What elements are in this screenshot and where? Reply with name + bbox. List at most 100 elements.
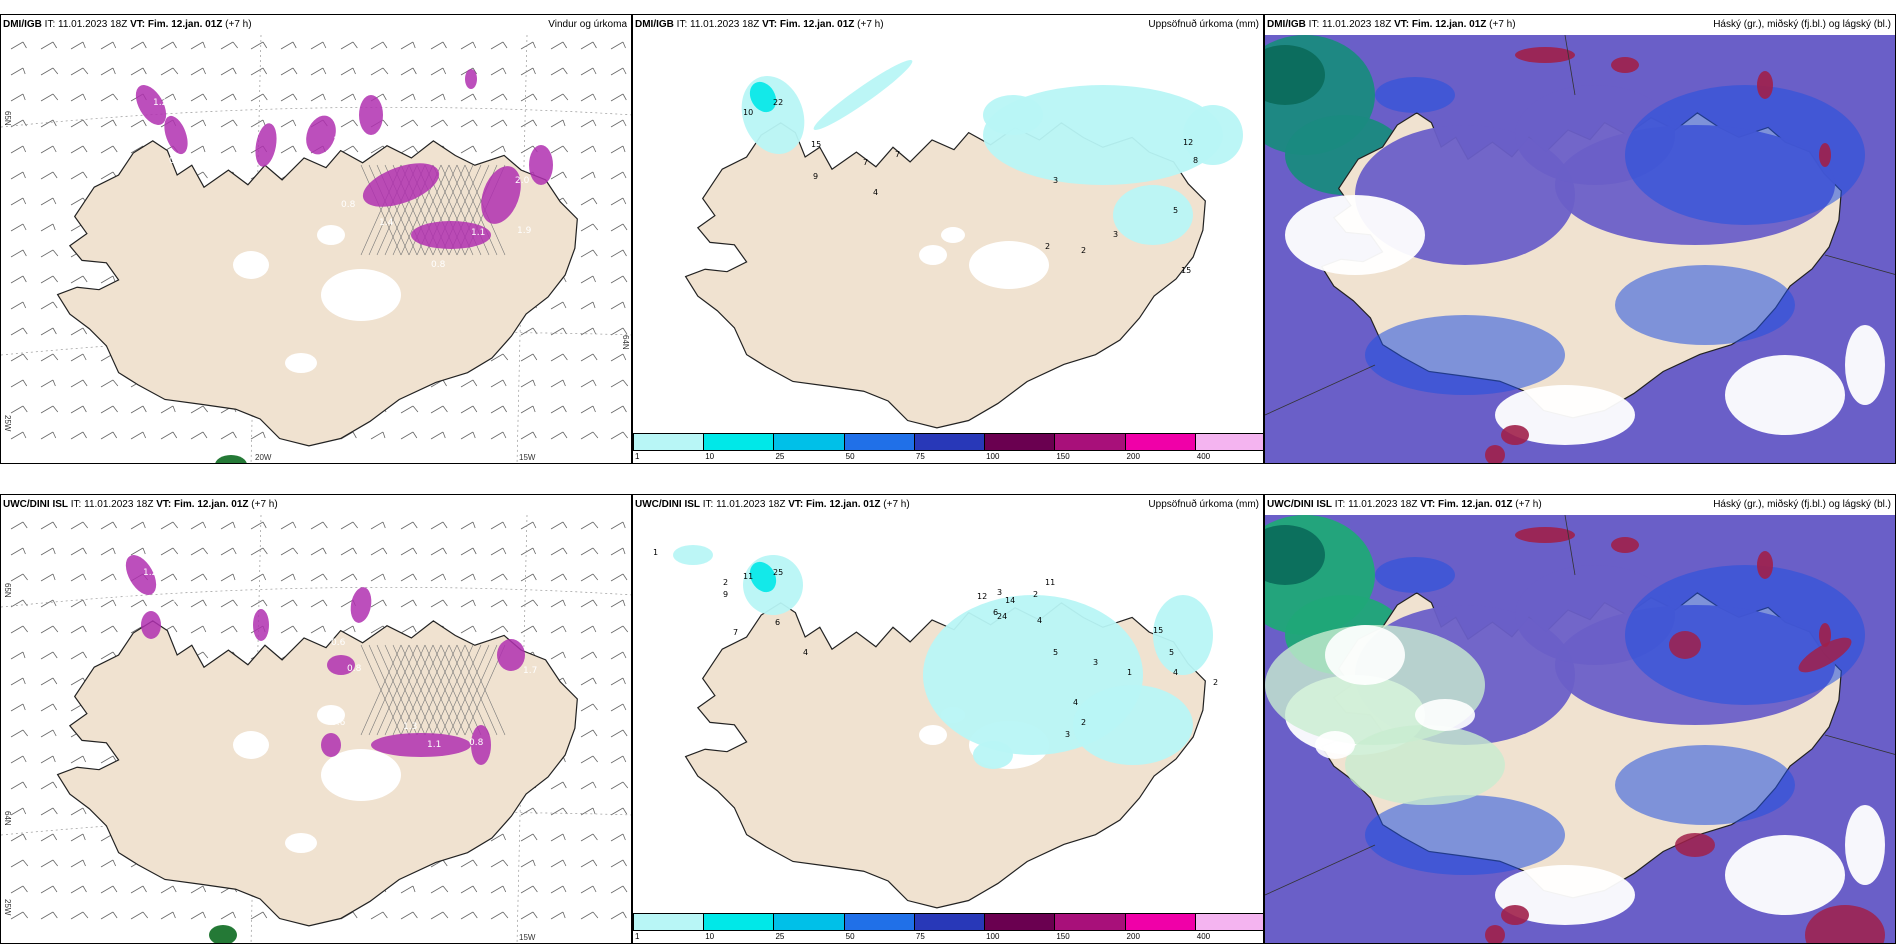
- wind-barb: [100, 379, 114, 388]
- panel-dmi-wind: DMI/IGB IT: 11.01.2023 18Z VT: Fim. 12.j…: [0, 14, 632, 464]
- colorbar-tick: 25: [775, 452, 785, 461]
- wind-barb: [370, 145, 384, 154]
- wind-barb: [10, 833, 24, 842]
- lon-label: 25W: [3, 899, 12, 916]
- precip-area: [1501, 905, 1529, 925]
- wind-barb: [40, 41, 54, 50]
- precip-area: [1265, 45, 1325, 105]
- wind-barb: [70, 599, 84, 608]
- wind-barb: [550, 41, 564, 50]
- wind-barb: [40, 405, 54, 414]
- valid-time: Fim. 12.jan. 01Z: [806, 499, 881, 510]
- precip-area: [1819, 623, 1831, 647]
- wind-barb: [100, 41, 114, 50]
- it-label: IT:: [44, 19, 56, 30]
- wind-barb: [580, 729, 594, 738]
- wind-barb: [10, 651, 24, 660]
- wind-barb: [550, 119, 564, 128]
- wind-barb: [400, 145, 414, 154]
- wind-barb: [190, 405, 204, 414]
- colorbar-swatch: [1194, 433, 1263, 451]
- precip-area: [673, 545, 713, 565]
- wind-barb: [370, 573, 384, 582]
- precip-area: [1819, 143, 1831, 167]
- value-label: 1.1: [471, 228, 485, 238]
- wind-barb: [10, 677, 24, 686]
- precip-area: [1725, 355, 1845, 435]
- wind-barb: [160, 547, 174, 556]
- wind-barb: [340, 573, 354, 582]
- wind-barb: [310, 93, 324, 102]
- precip-area: [1325, 625, 1405, 685]
- wind-barb: [280, 599, 294, 608]
- panel-dmi-clouds: DMI/IGB IT: 11.01.2023 18Z VT: Fim. 12.j…: [1264, 14, 1896, 464]
- wind-barb: [40, 275, 54, 284]
- wind-barb: [100, 651, 114, 660]
- wind-barb: [100, 67, 114, 76]
- value-label: 15: [811, 140, 821, 149]
- wind-barb: [10, 197, 24, 206]
- wind-barb: [10, 275, 24, 284]
- value-label: 7: [863, 158, 868, 167]
- precip-area: [350, 587, 372, 623]
- wind-barb: [40, 729, 54, 738]
- colorbar-swatch: [1054, 433, 1126, 451]
- panel-title: Háský (gr.), miðský (fj.bl.) og lágský (…: [1713, 19, 1891, 30]
- precip-area: [1798, 637, 1852, 673]
- wind-barb: [580, 625, 594, 634]
- colorbar-tick: 400: [1196, 932, 1211, 941]
- wind-barb: [550, 353, 564, 362]
- wind-barb: [400, 625, 414, 634]
- wind-barb: [130, 41, 144, 50]
- value-label: 5: [1053, 648, 1058, 657]
- wind-barb: [10, 547, 24, 556]
- valid-time: Fim. 12.jan. 01Z: [147, 19, 223, 30]
- wind-barb: [430, 41, 444, 50]
- wind-barb: [10, 431, 24, 440]
- value-label: 0.6: [391, 130, 406, 140]
- wind-barb: [250, 67, 264, 76]
- wind-barb: [460, 885, 474, 894]
- model-name: DMI/IGB: [1267, 19, 1306, 30]
- wind-barb: [190, 93, 204, 102]
- panel-header: UWC/DINI ISL IT: 11.01.2023 18Z VT: Fim.…: [1265, 495, 1895, 515]
- wind-barb: [40, 353, 54, 362]
- wind-barb: [580, 119, 594, 128]
- it-label: IT:: [1308, 19, 1320, 30]
- wind-barb: [460, 625, 474, 634]
- lon-label: 15W: [519, 933, 536, 942]
- wind-barb: [10, 573, 24, 582]
- wind-barb: [610, 145, 624, 154]
- wind-barb: [610, 327, 624, 336]
- wind-barb: [520, 119, 534, 128]
- wind-barb: [580, 599, 594, 608]
- precip-area: [1153, 595, 1213, 675]
- wind-barb: [250, 547, 264, 556]
- precip-area: [1183, 105, 1243, 165]
- wind-barb: [250, 41, 264, 50]
- wind-barb: [520, 405, 534, 414]
- wind-barb: [400, 547, 414, 556]
- value-label: 7: [733, 628, 738, 637]
- wind-barb: [370, 911, 384, 920]
- panel-header: UWC/DINI ISL IT: 11.01.2023 18Z VT: Fim.…: [633, 495, 1263, 515]
- wind-barb: [10, 755, 24, 764]
- wind-barb: [160, 573, 174, 582]
- wind-barb: [130, 431, 144, 440]
- vt-label: VT:: [130, 19, 146, 30]
- precip-area: [233, 251, 269, 279]
- wind-barb: [190, 911, 204, 920]
- wind-barb: [580, 911, 594, 920]
- wind-barb: [580, 67, 594, 76]
- wind-barb: [460, 145, 474, 154]
- precip-area: [919, 725, 947, 745]
- precip-area: [1757, 71, 1773, 99]
- value-label: 1.2: [143, 568, 157, 578]
- lead-time: (+7 h): [857, 19, 884, 30]
- value-label: 9: [723, 590, 728, 599]
- wind-barb: [10, 599, 24, 608]
- wind-barb: [70, 547, 84, 556]
- precip-area: [1515, 47, 1575, 63]
- vt-label: VT:: [156, 499, 172, 510]
- wind-barb: [10, 885, 24, 894]
